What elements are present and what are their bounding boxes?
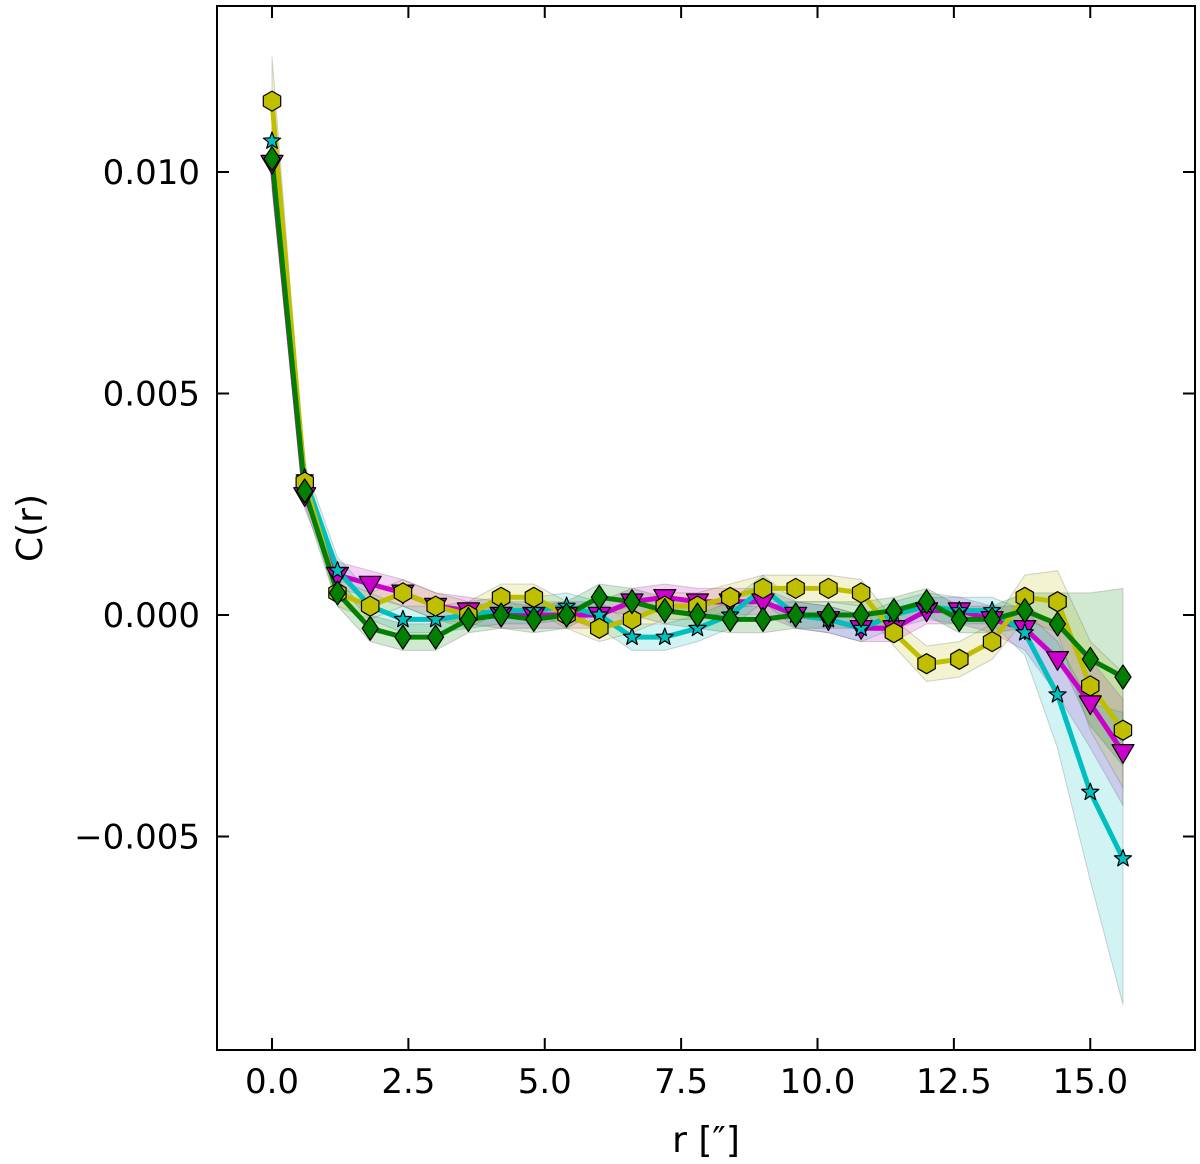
series-0-band [271, 136, 1124, 808]
series-2-point [1113, 719, 1133, 741]
series-2-point [1080, 675, 1100, 697]
series-3-point [688, 602, 707, 628]
y-axis-label: C(r) [10, 494, 51, 562]
series-3-point [328, 580, 347, 606]
confidence-bands [271, 56, 1124, 1005]
series-3-point [623, 589, 641, 615]
series-3-point [1114, 664, 1132, 690]
plot-area [260, 56, 1135, 1005]
series-3-point [296, 478, 314, 504]
series-2-point [1048, 591, 1067, 613]
series-1-point [426, 609, 445, 628]
x-tick-label: 2.5 [381, 1062, 435, 1102]
series-0-point [1045, 650, 1070, 671]
y-tick-label: 0.010 [103, 153, 200, 193]
x-tick-label: 12.5 [916, 1062, 992, 1102]
series-3-point [656, 597, 674, 624]
series-2-point [884, 622, 904, 644]
series-3-point [1016, 597, 1034, 624]
series-3-point [1048, 611, 1067, 637]
series-3-point [557, 602, 576, 628]
series-1-point [1081, 782, 1100, 801]
series-2-point [589, 617, 609, 639]
series-0-point [1111, 743, 1135, 764]
series-3-point [459, 606, 477, 633]
series-3-band [271, 132, 1124, 767]
series-3-point [492, 602, 510, 628]
series-3-point [590, 584, 608, 610]
series-2-point [426, 595, 445, 617]
x-tick-label: 7.5 [654, 1062, 708, 1102]
axes-frame [216, 5, 1196, 1051]
series-3-point [885, 597, 903, 624]
series-0-line [269, 160, 1126, 755]
y-tick-label: −0.005 [74, 818, 200, 858]
series-2-point [786, 577, 805, 600]
x-tick-label: 5.0 [518, 1062, 572, 1102]
series-1-point [328, 561, 347, 579]
series-3-point [754, 606, 772, 633]
series-3-point [361, 615, 379, 641]
series-1-point [655, 627, 674, 646]
ticks [217, 6, 1195, 1050]
series-3-point [819, 602, 838, 628]
series-2-point [262, 90, 282, 112]
series-2-point [393, 582, 413, 604]
series-2-point [524, 586, 544, 608]
series-3-point [263, 146, 281, 172]
series-2-point [982, 630, 1002, 653]
series-3-point [525, 606, 543, 633]
series-2-point [720, 586, 740, 608]
series-0-point [358, 575, 382, 596]
tick-labels: 0.0 2.5 5.0 7.5 10.0 12.5 15.0 −0.005 0.000 0.005… [74, 153, 1128, 1102]
x-tick-label: 15.0 [1052, 1062, 1128, 1102]
series-3-point [721, 606, 739, 633]
x-axis-label: r [″] [672, 1120, 740, 1161]
series-markers [260, 90, 1135, 867]
series-2-point [917, 653, 936, 675]
series-1-point [262, 131, 282, 149]
x-tick-label: 0.0 [245, 1062, 299, 1102]
series-3-point [852, 602, 870, 628]
series-1-line [269, 138, 1126, 862]
series-3-point [427, 624, 445, 650]
series-2-point [851, 582, 871, 604]
series-2-point [360, 595, 380, 617]
y-tick-label: 0.005 [103, 375, 200, 415]
series-2-point [950, 648, 969, 670]
series-1-point [1113, 848, 1133, 867]
series-1-point [1015, 623, 1034, 641]
series-1-point [1048, 685, 1067, 703]
series-3-point [950, 606, 968, 633]
series-1-band [271, 114, 1124, 1005]
series-lines [269, 98, 1126, 862]
y-tick-label: 0.000 [103, 596, 200, 636]
series-3-point [983, 606, 1001, 633]
series-3-point [1081, 646, 1099, 672]
series-1-point [622, 627, 642, 646]
series-3-point [787, 602, 805, 628]
x-tick-label: 10.0 [780, 1062, 856, 1102]
series-2-point [753, 577, 773, 600]
series-1-point [393, 609, 413, 628]
series-3-point [917, 589, 936, 615]
series-2-point [819, 577, 838, 600]
series-2-band [271, 56, 1124, 790]
series-3-point [394, 624, 412, 650]
series-2-point [622, 608, 642, 631]
